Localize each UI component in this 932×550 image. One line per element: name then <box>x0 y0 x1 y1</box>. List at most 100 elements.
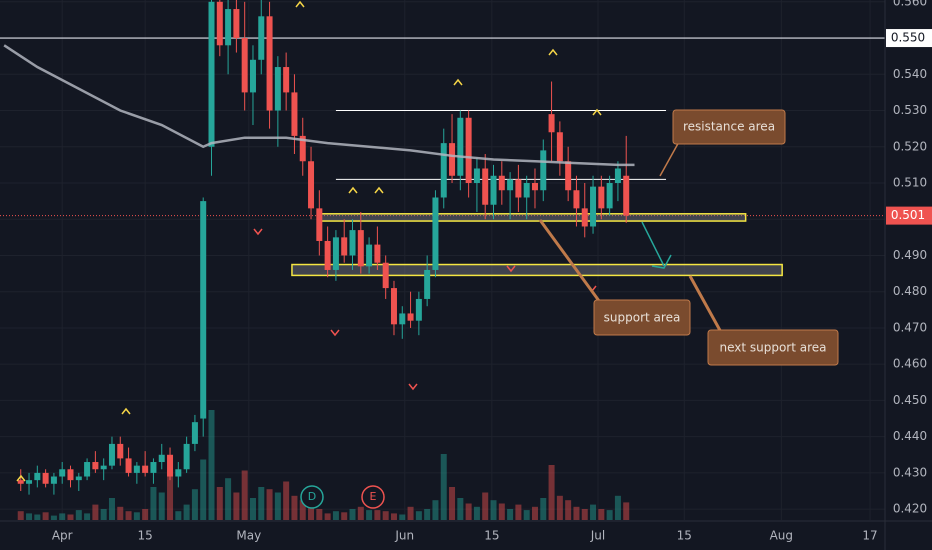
volume-bar <box>606 510 613 520</box>
volume-bar <box>332 511 339 520</box>
candle-body <box>167 454 174 477</box>
x-tick-label: Jul <box>590 529 605 543</box>
fractal-down <box>506 265 516 273</box>
candle-body <box>183 443 190 470</box>
candle-body <box>457 117 464 176</box>
candle-body <box>50 476 57 484</box>
candle-body <box>92 462 99 470</box>
annotation: next support area <box>719 341 826 355</box>
candle-body <box>26 480 33 484</box>
x-tick-label: 17 <box>862 529 877 543</box>
candle-body <box>332 237 339 270</box>
x-tick-label: 15 <box>677 529 692 543</box>
candle-body <box>291 92 298 136</box>
volume-bar <box>556 495 563 520</box>
y-tick-label: 0.560 <box>893 0 927 8</box>
arrow <box>641 221 672 269</box>
candle-body <box>614 168 621 183</box>
pointer <box>538 219 604 306</box>
fractal-up <box>16 474 26 482</box>
volume-bar <box>59 513 66 520</box>
candle-body <box>67 469 74 481</box>
volume-bar <box>26 513 33 520</box>
volume-bar <box>142 509 149 520</box>
y-tick-label: 0.540 <box>893 67 927 81</box>
candle-body <box>42 472 49 484</box>
candle-body <box>432 197 439 270</box>
volume-bar <box>565 500 572 520</box>
candle-body <box>540 150 547 191</box>
y-tick-label: 0.520 <box>893 139 927 153</box>
volume-bar <box>531 506 538 520</box>
fractal-up <box>374 186 384 194</box>
volume-bar <box>316 509 323 520</box>
candle-body <box>191 422 198 444</box>
volume-bar <box>191 489 198 520</box>
volume-bar <box>133 512 140 520</box>
fractal-up <box>295 0 305 8</box>
candle-body <box>175 469 182 477</box>
candle-body <box>581 208 588 227</box>
volume-bar <box>200 459 207 520</box>
annotation-box <box>672 109 786 145</box>
candle-body <box>482 168 489 205</box>
fractal-down <box>408 383 418 391</box>
volume-bar <box>374 510 381 520</box>
y-tick-label: 0.450 <box>893 393 927 407</box>
y-tick-label: 0.470 <box>893 320 927 334</box>
candle-body <box>523 182 530 198</box>
volume-bar <box>498 503 505 520</box>
volume-bar <box>216 487 223 520</box>
candle-body <box>249 59 256 93</box>
volume-bar <box>623 502 630 520</box>
volume-bar <box>67 514 74 520</box>
moving-average <box>3 44 635 167</box>
volume-bar <box>357 506 364 520</box>
volume-bar <box>92 504 99 520</box>
fractal-down <box>253 228 263 236</box>
candle-body <box>117 443 124 459</box>
volume-bar <box>266 489 273 520</box>
volume-bar <box>614 495 621 520</box>
annotation: support area <box>604 311 681 325</box>
candle-body <box>556 132 563 162</box>
annotation-box <box>593 299 691 336</box>
volume-bar <box>473 506 480 520</box>
fractal-up <box>453 78 463 86</box>
y-tick-label: 0.480 <box>893 284 927 298</box>
candle-body <box>274 67 281 111</box>
fractal-up <box>592 108 602 116</box>
volume-bar <box>598 509 605 520</box>
candle-body <box>84 462 91 477</box>
volume-bar <box>183 504 190 520</box>
event-icon[interactable] <box>300 485 324 509</box>
volume-bar <box>457 498 464 520</box>
volume-bar <box>117 506 124 520</box>
volume-bar <box>291 495 298 520</box>
candle-body <box>366 244 373 267</box>
volume-bar <box>274 492 281 520</box>
volume-bar <box>100 509 107 520</box>
candle-body <box>573 190 580 209</box>
candle-body <box>75 476 82 481</box>
candle-body <box>108 443 115 466</box>
candle-body <box>341 237 348 256</box>
volume-bar <box>507 509 514 520</box>
candle-body <box>241 38 248 93</box>
candle-body <box>515 179 522 198</box>
candle-body <box>374 244 381 263</box>
volume-bar <box>382 511 389 520</box>
y-tick-label: 0.490 <box>893 248 927 262</box>
volume-bar <box>341 512 348 520</box>
candle-body <box>216 1 223 46</box>
candle-body <box>34 472 41 481</box>
volume-bar <box>581 509 588 520</box>
volume-bar <box>225 478 232 520</box>
candle-body <box>150 462 157 473</box>
candle-body <box>548 114 555 133</box>
volume-bar <box>17 511 24 520</box>
zone <box>291 263 783 277</box>
level-label: 0.550 <box>891 31 925 45</box>
candle-body <box>382 262 389 289</box>
event-icon[interactable] <box>361 485 385 509</box>
